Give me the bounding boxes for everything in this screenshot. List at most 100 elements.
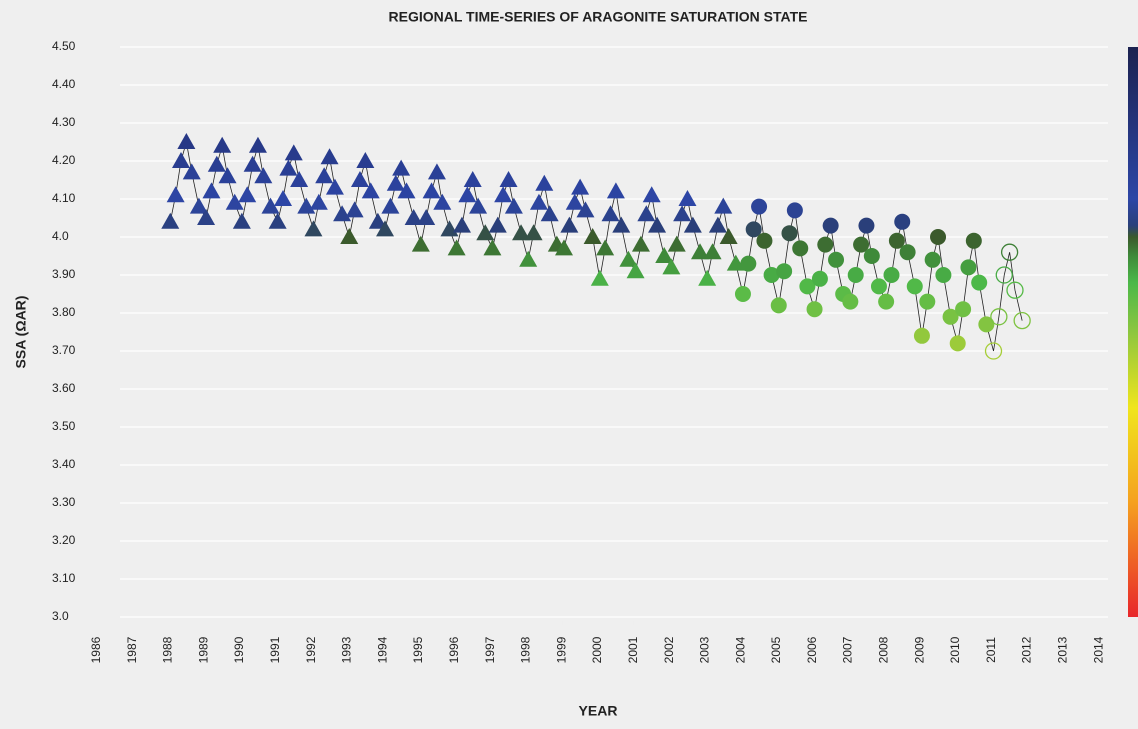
circle-marker: [995, 266, 1013, 284]
x-tick-label: 1993: [340, 636, 354, 663]
triangle-marker: [404, 209, 423, 225]
triangle-marker: [309, 193, 328, 210]
triangle-marker: [368, 212, 387, 229]
x-axis-label: YEAR: [579, 703, 618, 719]
circle-marker: [919, 293, 936, 310]
y-tick-label: 4.50: [52, 39, 76, 53]
circle-marker: [971, 274, 988, 291]
triangle-marker: [189, 197, 208, 214]
triangle-marker: [304, 220, 323, 237]
x-tick-label: 2004: [733, 636, 747, 663]
y-tick-label: 3.40: [52, 457, 76, 471]
circle-marker: [853, 236, 870, 253]
triangle-marker: [494, 186, 513, 203]
x-tick-label: 1986: [89, 636, 103, 663]
circle-marker: [899, 244, 916, 261]
y-tick-label: 3.80: [52, 305, 76, 319]
y-tick-label: 3.70: [52, 343, 76, 357]
x-tick-label: 1995: [411, 636, 425, 663]
triangle-marker: [719, 228, 738, 244]
triangle-marker: [417, 209, 436, 225]
circle-marker: [806, 301, 823, 318]
circle-marker: [955, 301, 972, 318]
triangle-marker: [483, 239, 502, 256]
triangle-marker: [254, 167, 273, 184]
triangle-marker: [554, 239, 573, 256]
triangle-marker: [631, 235, 650, 252]
x-tick-label: 1990: [232, 636, 246, 663]
triangle-marker: [708, 216, 727, 233]
circle-marker: [799, 278, 816, 295]
y-tick-label: 4.20: [52, 153, 76, 167]
circle-marker: [990, 308, 1008, 326]
triangle-marker: [447, 239, 466, 256]
circle-marker: [930, 229, 947, 245]
y-tick-label: 3.30: [52, 495, 76, 509]
circle-marker: [792, 240, 809, 257]
circle-marker: [842, 293, 859, 310]
triangle-marker: [356, 152, 375, 168]
circle-marker: [870, 278, 887, 295]
y-tick-label: 4.30: [52, 115, 76, 129]
triangle-marker: [274, 190, 293, 206]
circle-marker: [960, 259, 977, 276]
circle-marker: [817, 236, 834, 253]
x-tick-label: 1988: [161, 636, 175, 663]
triangle-marker: [340, 228, 359, 244]
x-tick-label: 1999: [554, 636, 568, 663]
x-tick-label: 1996: [447, 636, 461, 663]
triangle-marker: [637, 205, 656, 222]
triangle-marker: [512, 224, 531, 241]
triangle-marker: [626, 262, 645, 279]
x-tick-label: 2006: [805, 636, 819, 663]
circle-marker: [847, 267, 864, 283]
triangle-marker: [606, 182, 625, 199]
triangle-marker: [213, 136, 232, 153]
triangle-marker: [655, 247, 674, 263]
triangle-marker: [161, 212, 180, 229]
circle-marker: [935, 267, 952, 283]
triangle-marker: [452, 216, 471, 233]
circle-marker: [763, 267, 780, 283]
triangle-marker: [284, 144, 303, 161]
x-tick-label: 2013: [1055, 636, 1069, 663]
triangle-marker: [662, 258, 681, 275]
x-tick-label: 2014: [1091, 636, 1105, 663]
circle-marker: [745, 221, 762, 238]
triangle-marker: [560, 216, 579, 233]
circle-marker: [942, 308, 959, 325]
x-tick-label: 1998: [519, 636, 533, 663]
triangle-marker: [177, 133, 196, 149]
triangle-marker: [202, 182, 221, 199]
triangle-marker: [290, 171, 309, 187]
x-tick-label: 2009: [912, 636, 926, 663]
circle-marker: [965, 232, 982, 249]
circle-marker: [878, 293, 895, 310]
triangle-marker: [524, 224, 543, 241]
circle-marker: [949, 335, 966, 352]
x-tick-label: 2008: [877, 636, 891, 663]
circle-marker: [811, 270, 828, 287]
circle-marker: [913, 327, 930, 344]
circle-marker: [781, 225, 798, 242]
triangle-marker: [667, 235, 686, 252]
circle-marker: [858, 217, 875, 234]
triangle-marker: [596, 239, 615, 256]
circle-marker: [984, 342, 1003, 360]
triangle-marker: [535, 174, 554, 191]
y-tick-label: 4.40: [52, 77, 76, 91]
triangle-marker: [469, 197, 488, 214]
y-tick-label: 3.60: [52, 381, 76, 395]
y-tick-label: 3.90: [52, 267, 76, 281]
triangle-marker: [315, 167, 334, 184]
triangle-marker: [714, 197, 733, 214]
triangle-marker: [519, 250, 538, 267]
x-tick-label: 1991: [268, 636, 282, 663]
x-tick-label: 2005: [769, 636, 783, 663]
triangle-marker: [673, 205, 692, 222]
triangle-marker: [411, 235, 430, 252]
triangle-marker: [422, 182, 441, 199]
triangle-marker: [576, 201, 595, 218]
triangle-marker: [243, 155, 262, 172]
triangle-marker: [268, 212, 287, 229]
